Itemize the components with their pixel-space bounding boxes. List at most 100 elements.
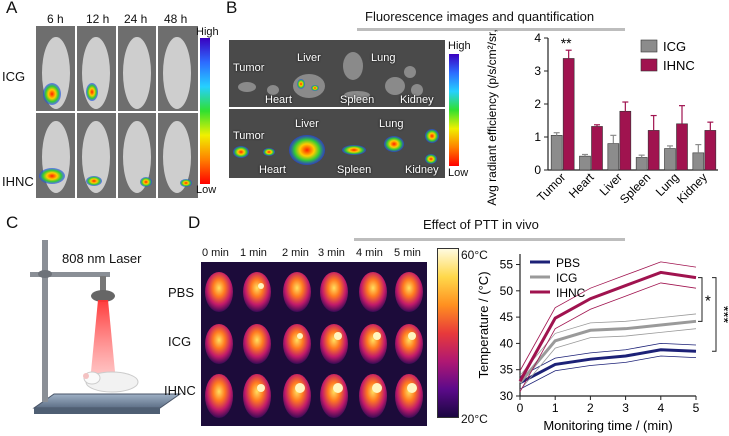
bar-icg-kidney xyxy=(692,152,705,171)
panel-d-label: D xyxy=(188,213,201,232)
bar-y-tick-label: 0 xyxy=(534,163,541,177)
significance-bracket-1 xyxy=(698,277,703,322)
organ-label-lung-2: Lung xyxy=(379,118,404,130)
panel-c-laser-label: 808 nm Laser xyxy=(62,251,142,266)
line-y-tick-label: 35 xyxy=(500,363,514,377)
bar-y-tick-label: 1 xyxy=(534,130,541,144)
panel-c-laser-setup xyxy=(30,240,182,414)
organ-label-tumor-2: Tumor xyxy=(233,130,265,142)
panel-d-time-1: 1 min xyxy=(240,247,267,259)
organ-label-liver-2: Liver xyxy=(295,118,319,130)
line-x-tick-label: 1 xyxy=(552,401,559,415)
panel-d-header-line xyxy=(354,238,625,241)
panel-d-scale-low: 20°C xyxy=(461,412,488,426)
line-y-tick-label: 55 xyxy=(500,258,514,272)
panel-b-header-line xyxy=(357,28,625,31)
organ-label-kidney: Kidney xyxy=(400,94,434,106)
bar-y-tick-label: 3 xyxy=(534,64,541,78)
series-lower-band-icg xyxy=(519,328,697,391)
organ-label-heart-2: Heart xyxy=(259,164,286,176)
panel-d-row-icg: ICG xyxy=(168,334,192,349)
panel-a-row-ihnc: IHNC xyxy=(2,174,34,189)
legend-swatch-icg xyxy=(640,39,658,53)
organ-label-heart: Heart xyxy=(265,94,292,106)
series-line-icg xyxy=(518,319,697,384)
series-line-pbs xyxy=(519,348,697,385)
bar-ihnc-lung xyxy=(676,123,688,171)
significance-mark-2: *** xyxy=(715,306,728,324)
line-y-tick-label: 30 xyxy=(500,389,514,403)
panel-d-row-ihnc: IHNC xyxy=(164,383,196,398)
panel-b-organ-images: Tumor Liver Lung Heart Spleen Kidney Tum… xyxy=(229,40,445,178)
panel-a-time-2: 12 h xyxy=(86,12,110,26)
bar-ihnc-tumor xyxy=(562,58,575,171)
panel-a-time-1: 6 h xyxy=(47,12,64,26)
organ-label-spleen: Spleen xyxy=(340,94,375,106)
series-upper-band-icg xyxy=(519,313,697,376)
legend-label-pbs: PBS xyxy=(556,256,580,270)
significance-mark-1: * xyxy=(705,292,711,309)
line-x-tick-label: 2 xyxy=(587,401,594,415)
bar-icg-tumor xyxy=(550,135,563,171)
bar-ihnc-spleen xyxy=(647,130,660,171)
legend-label-ihnc: IHNC xyxy=(556,286,586,300)
panel-a-scale-low: Low xyxy=(196,184,217,196)
panel-d-thermal-images xyxy=(201,262,427,426)
bar-icg-spleen xyxy=(635,157,648,171)
bar-y-axis-label: Avg radiant efficiency (p/s/cm²/sr,*10⁶) xyxy=(485,30,499,206)
bar-icg-liver xyxy=(607,143,620,171)
line-y-tick-label: 40 xyxy=(500,336,514,350)
panel-d-time-4: 4 min xyxy=(356,247,383,259)
legend-label-icg: ICG xyxy=(556,271,577,285)
series-lower-band-ihnc xyxy=(519,282,697,392)
bar-ihnc-kidney xyxy=(704,130,717,171)
significance-label: ** xyxy=(561,35,572,51)
bar-y-tick-label: 2 xyxy=(534,97,541,111)
organ-label-liver: Liver xyxy=(297,52,321,64)
organ-label-tumor: Tumor xyxy=(233,62,265,74)
bar-icg-lung xyxy=(664,148,676,171)
panel-d-temperature-scale xyxy=(437,248,459,418)
panel-d-header: Effect of PTT in vivo xyxy=(423,217,539,232)
organ-label-lung: Lung xyxy=(371,52,396,64)
bar-y-tick-label: 4 xyxy=(534,31,541,45)
legend-label-icg: ICG xyxy=(663,39,686,54)
panel-a-scale-high: High xyxy=(196,26,219,38)
bar-x-tick-label: Spleen xyxy=(617,170,653,206)
series-lower-band-pbs xyxy=(519,355,697,390)
panel-a-row-icg: ICG xyxy=(2,69,26,84)
panel-a-label: A xyxy=(6,0,18,17)
panel-b-header: Fluorescence images and quantification xyxy=(365,9,595,24)
panel-d-scale-high: 60°C xyxy=(461,248,488,262)
panel-d-row-pbs: PBS xyxy=(168,285,195,300)
panel-a-time-4: 48 h xyxy=(164,12,188,26)
bar-ihnc-heart xyxy=(591,126,603,171)
line-y-tick-label: 50 xyxy=(500,284,514,298)
bar-x-tick-label: Heart xyxy=(566,170,597,201)
panel-b-scale-high: High xyxy=(448,40,471,52)
panel-d-time-3: 3 min xyxy=(318,247,345,259)
line-x-tick-label: 5 xyxy=(693,401,700,415)
legend-swatch-ihnc xyxy=(640,58,658,72)
organ-label-spleen-2: Spleen xyxy=(337,164,372,176)
panel-b-color-scale xyxy=(449,54,459,166)
series-upper-band-pbs xyxy=(519,343,697,377)
panel-a-time-3: 24 h xyxy=(124,12,148,26)
line-x-tick-label: 4 xyxy=(657,401,664,415)
panel-b-label: B xyxy=(226,0,238,17)
panel-d-time-2: 2 min xyxy=(282,247,309,259)
series-line-ihnc xyxy=(518,270,697,383)
panel-d-time-0: 0 min xyxy=(202,247,229,259)
bar-icg-heart xyxy=(579,155,591,171)
organ-label-kidney-2: Kidney xyxy=(405,164,439,176)
line-y-tick-label: 45 xyxy=(500,310,514,324)
bar-x-tick-label: Kidney xyxy=(674,170,710,206)
series-upper-band-ihnc xyxy=(519,261,697,371)
panel-d-time-5: 5 min xyxy=(394,247,421,259)
line-x-axis-label: Monitoring time / (min) xyxy=(543,418,672,433)
line-x-tick-label: 3 xyxy=(622,401,629,415)
line-x-tick-label: 0 xyxy=(517,401,524,415)
panel-b-scale-low: Low xyxy=(448,167,469,179)
